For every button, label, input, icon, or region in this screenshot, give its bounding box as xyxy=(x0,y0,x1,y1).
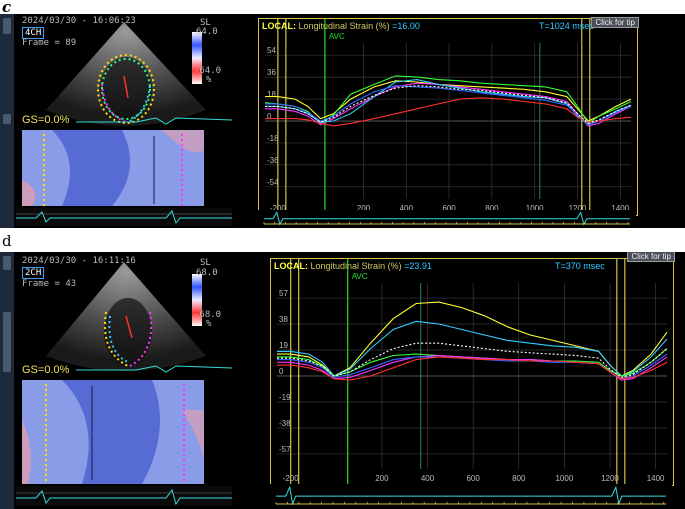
strain-curve-0 xyxy=(277,301,668,377)
y-tick-label: -54 xyxy=(267,178,279,187)
strain-curve-3 xyxy=(277,354,668,381)
x-tick-label: 200 xyxy=(375,474,389,483)
header-measure: Longitudinal Strain (%) xyxy=(298,21,390,31)
strain-curve-5 xyxy=(265,97,632,127)
ecg-strip-graph xyxy=(258,210,636,226)
view-badge: 4CH xyxy=(22,27,45,39)
header-value: =23.91 xyxy=(404,261,432,271)
y-tick-label: 57 xyxy=(279,289,288,298)
y-tick-label: 18 xyxy=(267,90,276,99)
strain-curve-6 xyxy=(277,342,668,378)
ecg-line xyxy=(276,485,666,506)
panel-letter-c: c xyxy=(2,0,12,16)
x-tick-label: 600 xyxy=(466,474,480,483)
ecg-trace-graph xyxy=(263,211,630,226)
echo-sector xyxy=(46,22,233,126)
scale-unit: % xyxy=(206,319,212,329)
parametric-map xyxy=(22,380,204,484)
x-tick-label: 800 xyxy=(512,474,526,483)
scale-label: SL xyxy=(200,18,211,28)
x-tick-label: 1000 xyxy=(555,474,573,483)
parametric-mmode[interactable] xyxy=(22,130,204,206)
panel-letter-d: d xyxy=(2,232,12,250)
header-value: =16.00 xyxy=(392,21,420,31)
view-badge: 2CH xyxy=(22,267,45,279)
parametric-mmode[interactable] xyxy=(22,380,204,484)
scrollbar[interactable] xyxy=(0,14,14,228)
ecg-trace-graph xyxy=(275,485,666,506)
x-tick-label: 1400 xyxy=(647,474,665,483)
echo-image[interactable]: 2024/03/30 - 16:06:23 4CH Frame = 89 SL … xyxy=(16,14,233,132)
avc-label: AVC xyxy=(329,32,345,41)
avc-label: AVC xyxy=(352,272,368,281)
x-tick-label: 400 xyxy=(421,474,435,483)
strain-plot: 5436180-18-36-54-20020040060080010001200… xyxy=(264,19,632,215)
strain-panel-c: 2024/03/30 - 16:06:23 4CH Frame = 89 SL … xyxy=(0,14,685,228)
x-tick-label: 1200 xyxy=(601,474,619,483)
ecg-trace-left xyxy=(16,210,232,225)
ecg-line xyxy=(264,211,630,226)
global-strain: GS=0.0% xyxy=(22,364,70,376)
strain-chart[interactable]: LOCAL: Longitudinal Strain (%) =23.91 T=… xyxy=(270,252,675,486)
y-tick-label: 0 xyxy=(279,367,284,376)
timestamp: 2024/03/30 - 16:11:16 xyxy=(22,256,136,266)
y-tick-label: -36 xyxy=(267,156,279,165)
x-tick-label: 1400 xyxy=(611,204,629,213)
global-strain: GS=0.0% xyxy=(22,114,70,126)
frame-number: Frame = 89 xyxy=(22,38,77,48)
strain-curve-2 xyxy=(277,348,668,377)
x-tick-label: 400 xyxy=(400,204,414,213)
strain-curve-1 xyxy=(277,320,668,377)
y-tick-label: -18 xyxy=(267,134,279,143)
echo-sector xyxy=(46,262,233,373)
y-tick-label: -19 xyxy=(279,393,291,402)
frame-number: Frame = 43 xyxy=(22,279,77,289)
scale-min: -68.0 xyxy=(194,310,222,320)
header-measure: Longitudinal Strain (%) xyxy=(310,261,402,271)
chart-header: LOCAL: Longitudinal Strain (%) =16.00 xyxy=(262,21,420,31)
y-tick-label: 54 xyxy=(267,46,276,55)
y-tick-label: 0 xyxy=(267,112,272,121)
x-tick-label: 800 xyxy=(485,204,499,213)
strain-plot: 5738190-19-38-57-20020040060080010001200… xyxy=(277,259,668,485)
scale-label: SL xyxy=(200,258,211,268)
strain-panel-d: 2024/03/30 - 16:11:16 2CH Frame = 43 SL … xyxy=(0,252,685,509)
header-prefix: LOCAL: xyxy=(262,21,296,31)
timestamp: 2024/03/30 - 16:06:23 xyxy=(22,16,136,26)
y-tick-label: 38 xyxy=(279,315,288,324)
tip-button[interactable]: Click for tip xyxy=(591,17,639,28)
ecg-strip-left xyxy=(16,208,232,226)
strain-chart[interactable]: LOCAL: Longitudinal Strain (%) =16.00 T=… xyxy=(258,17,639,216)
chart-header: LOCAL: Longitudinal Strain (%) =23.91 xyxy=(274,261,432,271)
scrollbar[interactable] xyxy=(0,252,14,509)
parametric-map xyxy=(22,130,204,206)
header-time: T=370 msec xyxy=(555,261,605,271)
x-tick-label: 600 xyxy=(442,204,456,213)
tip-button[interactable]: Click for tip xyxy=(627,252,675,262)
y-tick-label: -57 xyxy=(279,445,291,454)
x-tick-label: 200 xyxy=(357,204,371,213)
scale-max: 64.0 xyxy=(196,27,218,37)
strain-curve-5 xyxy=(277,356,668,381)
scale-min: -64.0 xyxy=(194,66,222,76)
y-tick-label: 36 xyxy=(267,68,276,77)
scale-max: 68.0 xyxy=(196,268,218,278)
ecg-trace-left xyxy=(16,488,232,506)
header-time: T=1024 msec xyxy=(539,21,594,31)
x-tick-label: 1000 xyxy=(526,204,544,213)
ecg-strip-left xyxy=(16,486,232,506)
y-tick-label: 19 xyxy=(279,341,288,350)
scale-unit: % xyxy=(206,75,212,85)
ecg-strip-graph xyxy=(270,484,672,506)
y-tick-label: -38 xyxy=(279,419,291,428)
echo-image[interactable]: 2024/03/30 - 16:11:16 2CH Frame = 43 SL … xyxy=(16,252,233,378)
header-prefix: LOCAL: xyxy=(274,261,308,271)
x-tick-label: 1200 xyxy=(569,204,587,213)
strain-curve-6 xyxy=(265,85,632,125)
